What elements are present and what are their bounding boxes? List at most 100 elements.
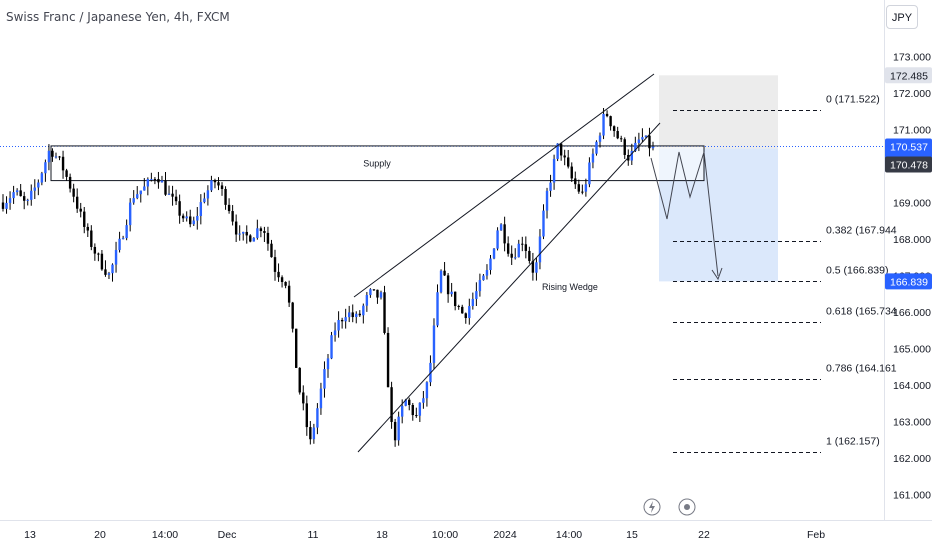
price-tick-label: 166.000 bbox=[893, 307, 931, 319]
supply-zone[interactable] bbox=[50, 145, 705, 182]
candle-body bbox=[612, 126, 616, 132]
candle-body bbox=[114, 249, 118, 265]
candle-body bbox=[178, 201, 181, 216]
projection-arrow-head bbox=[711, 267, 723, 281]
candle-body bbox=[302, 392, 305, 404]
target-price-tag: 166.839 bbox=[885, 273, 932, 290]
svg-text:170.478: 170.478 bbox=[890, 160, 928, 172]
candle-body bbox=[471, 298, 475, 307]
candle-body bbox=[160, 180, 164, 183]
projection-path[interactable] bbox=[650, 151, 719, 277]
candle-body bbox=[125, 225, 128, 239]
candle-body bbox=[510, 253, 513, 258]
candle-body bbox=[506, 243, 510, 254]
candle-body bbox=[68, 176, 72, 189]
candle-body bbox=[323, 369, 326, 389]
price-tick-label: 172.000 bbox=[893, 88, 931, 100]
svg-text:172.485: 172.485 bbox=[890, 70, 928, 82]
candle-body bbox=[390, 387, 393, 422]
candle-body bbox=[464, 313, 467, 319]
candle-body bbox=[213, 180, 217, 183]
candle-body bbox=[171, 193, 174, 197]
candle-body bbox=[623, 139, 626, 155]
candle-body bbox=[517, 243, 520, 258]
candle-body bbox=[457, 306, 460, 308]
supply-label: Supply bbox=[363, 158, 391, 168]
candle-body bbox=[245, 231, 248, 236]
candle-body bbox=[376, 289, 379, 298]
candle-body bbox=[259, 228, 263, 232]
candle-body bbox=[15, 190, 19, 193]
candle-body bbox=[234, 221, 238, 235]
candle-body bbox=[552, 158, 556, 183]
candle-body bbox=[591, 153, 595, 163]
candle-body bbox=[485, 270, 489, 276]
candle-body bbox=[22, 196, 26, 201]
wedge-upper-line[interactable] bbox=[353, 73, 655, 298]
candle-body bbox=[588, 162, 591, 185]
candle-body bbox=[478, 280, 482, 292]
candle-body bbox=[503, 224, 506, 244]
candle-body bbox=[167, 193, 171, 195]
candle-body bbox=[351, 312, 354, 318]
candle-body bbox=[549, 182, 552, 191]
svg-text:166.839: 166.839 bbox=[890, 276, 928, 288]
candle-body bbox=[567, 157, 570, 167]
currency-button[interactable]: JPY bbox=[886, 5, 918, 29]
events-button[interactable] bbox=[678, 498, 696, 516]
lightning-button[interactable] bbox=[643, 498, 661, 516]
candle-body bbox=[26, 199, 29, 201]
entry-price-tag: 170.478 bbox=[885, 156, 932, 173]
candle-body bbox=[362, 305, 365, 316]
candle-body bbox=[570, 166, 573, 179]
price-axis[interactable]: 173.000172.000171.000170.000169.000168.0… bbox=[893, 52, 931, 502]
candle-body bbox=[298, 367, 301, 393]
candle-body bbox=[100, 253, 104, 270]
candle-body bbox=[425, 382, 429, 399]
candle-body bbox=[337, 319, 340, 331]
candle-body bbox=[400, 405, 404, 417]
candle-body bbox=[411, 404, 414, 416]
candle-body bbox=[634, 142, 637, 151]
candle-body bbox=[256, 228, 259, 238]
lightning-icon bbox=[649, 501, 655, 513]
candle-body bbox=[358, 313, 361, 316]
candle-body bbox=[372, 289, 376, 291]
candle-body bbox=[280, 277, 284, 282]
candle-body bbox=[220, 185, 224, 189]
candle-body bbox=[107, 273, 111, 275]
candle-body bbox=[51, 150, 54, 157]
candle-body bbox=[436, 292, 439, 326]
candle-body bbox=[605, 113, 609, 117]
candle-body bbox=[415, 415, 418, 417]
price-tick-label: 164.000 bbox=[893, 380, 931, 392]
candle-body bbox=[616, 131, 619, 139]
candle-body bbox=[333, 330, 337, 336]
candle-body bbox=[65, 170, 68, 177]
candle-body bbox=[528, 250, 531, 261]
candle-body bbox=[174, 196, 178, 202]
wedge-lower-line[interactable] bbox=[357, 122, 661, 453]
candle-body bbox=[90, 230, 93, 247]
fib-level-label: 0 (171.522) bbox=[826, 94, 880, 106]
candle-body bbox=[309, 427, 312, 440]
candle-body bbox=[422, 398, 425, 403]
candle-body bbox=[192, 220, 195, 225]
time-axis[interactable]: 13 20 14:00 Dec 11 18 10:00 2024 14:00 15 22 Feb bbox=[24, 529, 825, 541]
candle-body bbox=[217, 182, 220, 186]
stop-loss-zone[interactable] bbox=[659, 75, 778, 149]
candle-body bbox=[450, 291, 453, 295]
price-tick-label: 162.000 bbox=[893, 453, 931, 465]
time-tick-label: 10:00 bbox=[432, 529, 458, 541]
candle-body bbox=[37, 182, 40, 188]
upper-price-tag: 172.485 bbox=[885, 67, 932, 84]
candle-body bbox=[263, 231, 266, 233]
fibonacci-retracement[interactable]: 0 (171.522) 0.382 (167.944 0.5 (166.839) 0.… bbox=[673, 94, 897, 453]
candle-body bbox=[139, 190, 142, 195]
candle-body bbox=[443, 270, 446, 276]
candlestick-series bbox=[1, 108, 655, 447]
candle-body bbox=[132, 198, 135, 203]
candle-body bbox=[432, 325, 436, 363]
candle-body bbox=[150, 178, 153, 180]
